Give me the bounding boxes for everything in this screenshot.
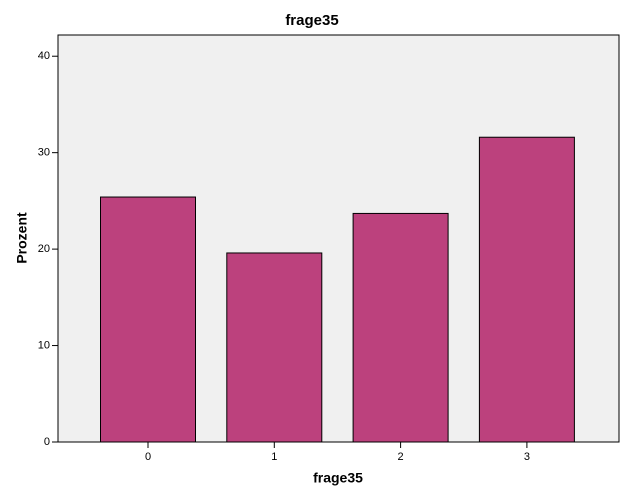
y-tick-label: 40	[38, 50, 50, 62]
x-tick-label: 0	[145, 451, 151, 463]
x-axis-label: frage35	[313, 470, 363, 486]
bar	[100, 196, 196, 443]
y-tick-label: 30	[38, 147, 50, 159]
y-tick-label: 20	[38, 243, 50, 255]
y-tick-label: 0	[44, 436, 50, 448]
x-tick-label: 3	[524, 451, 530, 463]
bar	[352, 212, 449, 443]
y-tick-label: 10	[38, 339, 50, 351]
y-axis-label: Prozent	[14, 212, 30, 264]
bar	[478, 136, 575, 443]
x-tick-label: 2	[398, 451, 404, 463]
chart-title: frage35	[285, 12, 338, 29]
x-tick-label: 1	[271, 451, 277, 463]
bar	[226, 252, 323, 443]
